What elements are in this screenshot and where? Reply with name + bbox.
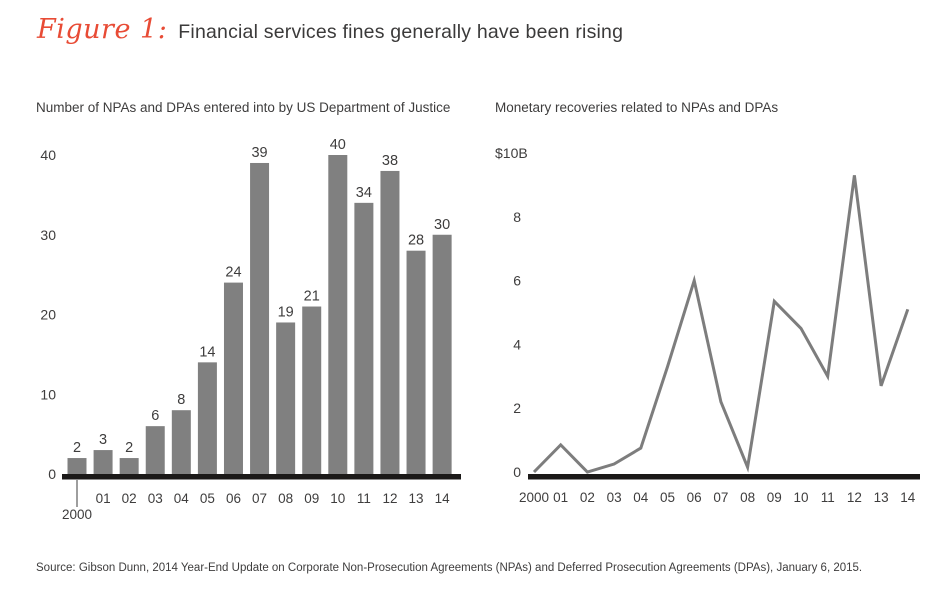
bar — [171, 410, 191, 474]
bar-x-tick-label: 11 — [357, 491, 371, 506]
bar — [276, 322, 296, 474]
line-x-tick-label: 05 — [660, 490, 675, 505]
line-x-tick-label: 08 — [740, 490, 755, 505]
bar-x-tick-label: 06 — [226, 491, 241, 506]
bar-x-tick-label: 07 — [252, 491, 267, 506]
line-y-tick-label: 2 — [513, 400, 521, 416]
bar-value-label: 19 — [278, 304, 294, 320]
line-x-tick-label: 13 — [874, 490, 889, 505]
bar — [93, 450, 113, 474]
bar-value-label: 40 — [330, 137, 346, 153]
bar-y-tick-label: 30 — [40, 227, 56, 243]
bar-y-tick-label: 40 — [40, 147, 56, 163]
line-y-tick-label: 8 — [513, 209, 521, 225]
bar — [145, 426, 165, 474]
bar-x-tick-label: 08 — [278, 491, 293, 506]
line-x-tick-label: 06 — [687, 490, 702, 505]
bar-x-tick-label: 14 — [435, 491, 451, 506]
bar-value-label: 2 — [125, 440, 133, 456]
source-note: Source: Gibson Dunn, 2014 Year-End Updat… — [36, 562, 863, 574]
line-x-tick-label: 03 — [607, 490, 622, 505]
bar — [432, 234, 452, 474]
bar-value-label: 2 — [73, 440, 81, 456]
line-x-tick-label: 2000 — [519, 490, 549, 505]
recoveries-line — [532, 175, 910, 474]
bar-value-label: 34 — [356, 185, 372, 201]
bar-x-tick-label: 09 — [304, 491, 319, 506]
line-x-tick-label: 10 — [793, 490, 808, 505]
line-x-tick-label: 09 — [767, 490, 782, 505]
bar-value-label: 8 — [177, 392, 185, 408]
bar-value-label: 38 — [382, 153, 398, 169]
bar — [197, 362, 217, 474]
bar-chart-title: Number of NPAs and DPAs entered into by … — [36, 100, 451, 115]
bar-value-label: 14 — [199, 344, 215, 360]
figure-number-label: Figure 1: — [37, 14, 168, 45]
bar-x-tick-label: 12 — [382, 491, 397, 506]
line-x-tick-label: 12 — [847, 490, 862, 505]
bar-x-tick-label: 10 — [330, 491, 345, 506]
line-y-tick-label: 4 — [513, 336, 521, 352]
bar-value-label: 6 — [151, 408, 159, 424]
bar — [354, 202, 374, 474]
bar-x-tick-label: 02 — [122, 491, 137, 506]
line-x-tick-label: 14 — [900, 490, 916, 505]
line-y-tick-label: 6 — [513, 273, 521, 289]
page-title: Financial services fines generally have … — [178, 21, 624, 43]
bar-x-tick-label: 2000 — [62, 507, 92, 522]
bar-x-tick-label: 13 — [409, 491, 424, 506]
line-x-tick-label: 07 — [713, 490, 728, 505]
bar-x-tick-label: 03 — [148, 491, 163, 506]
bar — [67, 458, 87, 474]
bar-x-tick-label: 04 — [174, 491, 190, 506]
bar-x-tick-label: 05 — [200, 491, 215, 506]
bar-value-label: 28 — [408, 233, 424, 249]
bar-value-label: 24 — [225, 265, 241, 281]
bar-value-label: 3 — [99, 432, 107, 448]
bar — [406, 250, 426, 474]
line-x-tick-label: 01 — [553, 490, 568, 505]
bar-y-tick-label: 10 — [40, 386, 56, 402]
line-x-tick-label: 02 — [580, 490, 595, 505]
line-x-tick-label: 11 — [821, 490, 835, 505]
line-x-axis — [528, 474, 920, 480]
bar-y-tick-label: 0 — [48, 466, 56, 482]
bar-value-label: 30 — [434, 217, 450, 233]
figure-header: Figure 1: Financial services fines gener… — [37, 14, 623, 45]
bar-value-label: 21 — [304, 289, 320, 305]
bar-y-tick-label: 20 — [40, 307, 56, 323]
line-chart-title: Monetary recoveries related to NPAs and … — [495, 100, 779, 115]
bar — [380, 170, 400, 474]
bar-x-axis — [62, 474, 461, 480]
bar — [250, 162, 270, 474]
line-y-tick-label: 0 — [513, 464, 521, 480]
bar — [119, 458, 139, 474]
bar — [223, 282, 243, 474]
bar — [328, 155, 348, 474]
bar — [302, 306, 322, 474]
line-x-tick-label: 04 — [633, 490, 649, 505]
line-y-axis-top-label: $10B — [495, 145, 528, 161]
bar-x-tick-label: 01 — [96, 491, 111, 506]
bar-value-label: 39 — [251, 145, 267, 161]
